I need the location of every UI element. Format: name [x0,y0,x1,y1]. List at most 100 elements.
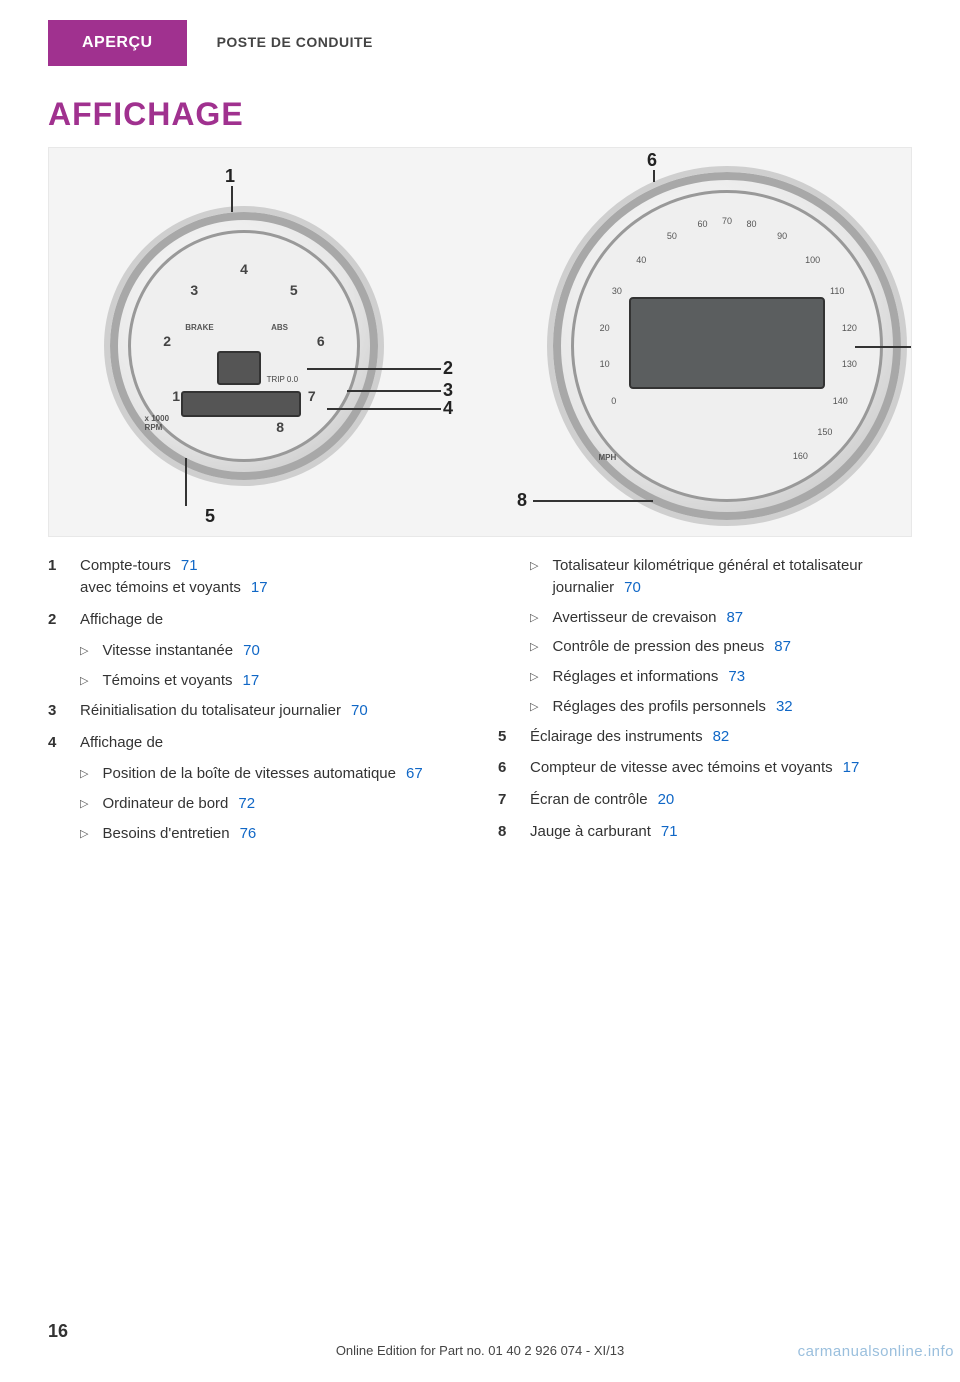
legend-text: Affichage de [80,609,163,631]
legend-subitem: ▷ Réglages et informations73 [530,666,912,688]
speed-tick: 100 [805,255,820,265]
page-ref-link[interactable]: 82 [713,728,730,745]
speed-tick: 50 [667,231,677,241]
mph-label: MPH [598,453,616,462]
legend-text: Compteur de vitesse avec témoins et voy­… [530,757,859,779]
legend-text: Besoins d'entretien76 [102,823,256,845]
bullet-icon: ▷ [530,559,538,599]
page-ref-link[interactable]: 76 [240,825,257,842]
legend-text: avec témoins et voyants17 [80,577,268,599]
legend-subitem: ▷ Position de la boîte de vitesses automa… [80,763,462,785]
callout-line [653,170,655,182]
legend-subitem: ▷Contrôle de pression des pneus87 [530,636,912,658]
bullet-icon: ▷ [530,700,538,718]
trip-label: TRIP 0.0 [267,375,298,384]
legend-sublist: ▷ Totalisateur kilométrique général et to… [498,555,912,718]
page-ref-link[interactable]: 71 [181,557,198,574]
bullet-icon: ▷ [80,827,88,845]
page-ref-link[interactable]: 87 [774,638,791,655]
abs-icon: ABS [271,323,288,332]
legend-text: Compte-tours71 [80,555,268,577]
page-ref-link[interactable]: 70 [243,642,260,659]
legend-body: Affichage de [80,732,163,754]
legend-number: 3 [48,700,64,722]
bullet-icon: ▷ [80,797,88,815]
legend-subitem: ▷ Besoins d'entretien76 [80,823,462,845]
legend-subitem: ▷Avertisseur de crevaison87 [530,607,912,629]
legend-number: 8 [498,821,514,843]
tach-tick: 8 [276,419,284,435]
callout-1: 1 [225,166,235,187]
speed-tick: 110 [830,286,844,296]
legend-sublist: ▷ Position de la boîte de vitesses automa… [48,763,462,844]
speedometer-face: MPH 0 10 20 30 40 50 60 70 80 90 100 110… [571,190,883,502]
page-ref-link[interactable]: 17 [243,672,260,689]
bullet-icon: ▷ [80,674,88,692]
tach-upper-lcd [217,351,261,385]
legend-left-column: 1 Compte-tours71avec témoins et voyants17… [48,555,462,853]
bullet-icon: ▷ [80,767,88,785]
legend-item: 3Réinitialisation du totalisateur journa… [48,700,462,722]
legend-item: 4Affichage de [48,732,462,754]
speed-tick: 20 [600,323,610,333]
callout-line [855,346,912,348]
page-number: 16 [48,1321,68,1342]
legend-text: Réglages et informations73 [552,666,745,688]
legend-number: 7 [498,789,514,811]
page-ref-link[interactable]: 87 [726,609,743,626]
page-ref-link[interactable]: 67 [406,765,423,782]
speedometer-gauge: MPH 0 10 20 30 40 50 60 70 80 90 100 110… [547,166,907,526]
page-ref-link[interactable]: 70 [351,702,368,719]
instrument-figure: 1 2 3 4 5 6 7 8 x 1000 RPM BRAKE ABS TRI… [48,147,912,537]
speed-tick: 150 [817,427,832,437]
page-ref-link[interactable]: 70 [624,579,641,596]
tach-tick: 3 [190,282,198,298]
header-row: APERÇU POSTE DE CONDUITE [0,20,960,66]
tach-tick: 2 [163,333,171,349]
bullet-icon: ▷ [530,640,538,658]
speed-tick: 130 [842,359,857,369]
callout-line [231,186,233,212]
page-ref-link[interactable]: 20 [658,791,675,808]
tach-tick: 1 [172,388,180,404]
page-ref-link[interactable]: 73 [728,668,745,685]
legend-subitem: ▷Témoins et voyants17 [80,670,462,692]
callout-line [185,458,187,506]
legend-body: Affichage de [80,609,163,631]
callout-line [327,408,441,410]
speedometer-lcd [629,297,825,389]
speed-tick: 30 [612,286,622,296]
tach-tick: 4 [240,261,248,277]
legend-number: 6 [498,757,514,779]
page-ref-link[interactable]: 32 [776,698,793,715]
page-ref-link[interactable]: 72 [238,795,255,812]
legend-number: 5 [498,726,514,748]
legend-item: 7 Écran de contrôle20 [498,789,912,811]
legend-subitem: ▷Ordinateur de bord72 [80,793,462,815]
legend-text: Totalisateur kilométrique général et to­… [552,555,912,599]
legend-item: 6 Compteur de vitesse avec témoins et voy… [498,757,912,779]
watermark: carmanualsonline.info [798,1343,954,1360]
page-ref-link[interactable]: 17 [843,759,860,776]
callout-line [307,368,441,370]
speed-tick: 0 [611,396,616,406]
callout-line [347,390,441,392]
tach-tick: 7 [308,388,316,404]
page-ref-link[interactable]: 17 [251,579,268,596]
legend-number: 1 [48,555,64,599]
legend-text: Éclairage des instruments82 [530,726,729,748]
speed-tick: 90 [777,231,787,241]
legend-text: Écran de contrôle20 [530,789,674,811]
bullet-icon: ▷ [530,670,538,688]
callout-6: 6 [647,150,657,171]
legend-body: Compte-tours71avec témoins et voyants17 [80,555,268,599]
tach-lower-lcd [181,391,301,417]
page-ref-link[interactable]: 71 [661,823,678,840]
callout-8: 8 [517,490,527,511]
legend-right-column: ▷ Totalisateur kilométrique général et to… [498,555,912,853]
legend-text: Position de la boîte de vitesses automa­… [102,763,422,785]
speed-tick: 10 [600,359,610,369]
legend-text: Affichage de [80,732,163,754]
callout-line [533,500,653,502]
speed-tick: 140 [833,396,848,406]
